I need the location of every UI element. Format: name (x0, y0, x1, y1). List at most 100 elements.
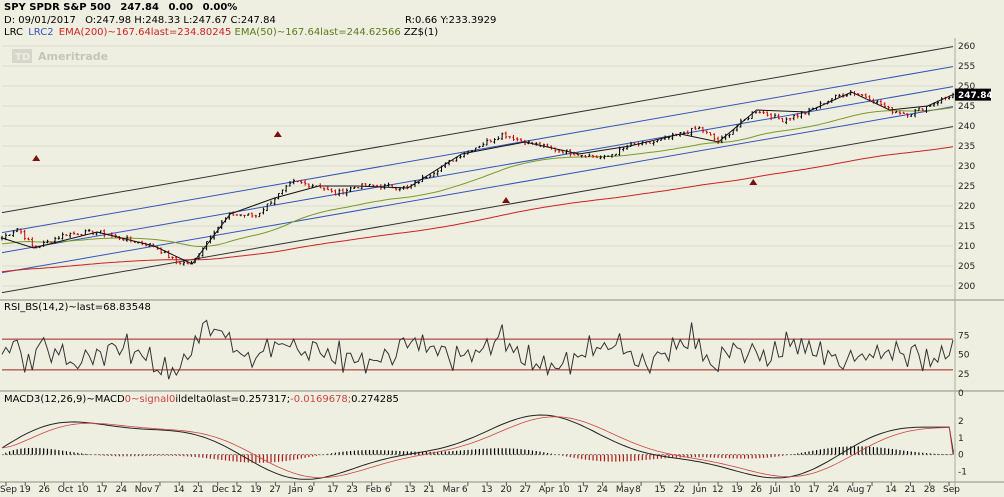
x-tick-label: 17 (96, 485, 107, 495)
symbol-title: SPY SPDR S&P 500 (4, 2, 111, 13)
x-tick-label: 21 (192, 485, 203, 495)
x-tick-label: 8 (635, 485, 641, 495)
rsi-tick-label: 25 (958, 370, 969, 380)
x-tick-label: Jul (769, 485, 781, 495)
x-tick-label: 7 (154, 485, 160, 495)
x-tick-label: 14 (885, 485, 897, 495)
last-price-tag-text: 247.84 (958, 91, 993, 101)
macd-tick-label: 2 (958, 417, 964, 427)
rsi-last: ~last=68.83548 (68, 302, 151, 313)
x-tick-label: 6 (462, 485, 468, 495)
rsi-legend[interactable]: RSI_BS(14,2)~last=68.83548 (4, 302, 151, 313)
x-tick-label: 17 (327, 485, 338, 495)
price-tick-label: 220 (958, 202, 975, 212)
macd-signal-part: 0~signal0 (124, 394, 176, 405)
x-tick-label: 13 (404, 485, 415, 495)
price-tick-label: 215 (958, 222, 975, 232)
x-tick-label: 22 (674, 485, 685, 495)
macd-tick-label: -1 (958, 468, 967, 478)
price-tick-label: 210 (958, 242, 975, 252)
signal-marker (32, 155, 41, 161)
x-tick-label: 6 (385, 485, 391, 495)
legend-lrc2[interactable]: LRC2 (28, 27, 54, 38)
x-tick-label: 24 (115, 485, 127, 495)
x-tick-label: 7 (866, 485, 872, 495)
signal-marker (749, 179, 758, 185)
macd-last: last=0.257317; (212, 394, 291, 405)
lrc-outer-line (1, 126, 954, 294)
rsi-tick-label: 50 (958, 351, 970, 361)
macd-tick-label: 0 (958, 451, 964, 461)
x-tick-label: 21 (423, 485, 434, 495)
macd-delta-last: 0.274285 (351, 394, 399, 405)
lrc-outer-line (1, 46, 954, 214)
x-tick-label: 27 (269, 485, 280, 495)
macd-label: MACD3(12,26,9) (4, 394, 87, 405)
price-tick-label: 245 (958, 102, 975, 112)
x-tick-label: Nov (135, 485, 153, 495)
ema50-line (1, 107, 954, 247)
price-tick-label: 225 (958, 182, 975, 192)
x-tick-label: 9 (308, 485, 314, 495)
bar-date: D: 09/01/2017 (4, 15, 76, 26)
lrc-center-line (1, 86, 954, 254)
price-tick-label: 200 (958, 282, 975, 292)
price-tick-label: 205 (958, 262, 975, 272)
x-tick-label: 14 (173, 485, 185, 495)
macd-tick-label: 1 (958, 434, 964, 444)
macd-legend[interactable]: MACD3(12,26,9)~MACD0~signal0ildelta0last… (4, 394, 399, 405)
x-tick-label: Jan (288, 485, 303, 495)
x-tick-label: Oct (58, 485, 74, 495)
x-tick-label: 10 (789, 485, 801, 495)
net-change: 0.00 (168, 2, 194, 13)
x-tick-label: 10 (77, 485, 89, 495)
x-tick-label: Dec (212, 485, 229, 495)
x-tick-label: 19 (19, 485, 31, 495)
x-tick-label: May (616, 485, 635, 495)
watermark-logo-text: TD (15, 52, 30, 63)
x-tick-label: Mar (443, 485, 460, 495)
x-tick-label: 17 (808, 485, 819, 495)
study-legend: LRC LRC2 EMA(200)~167.64last=234.80245 E… (4, 27, 444, 38)
x-tick-label: Jun (692, 485, 707, 495)
bar-ohlc: O:247.98 H:248.33 L:247.67 C:247.84 (85, 15, 276, 26)
macd-delta-part: ildelta0 (175, 394, 213, 405)
macd-line (1, 414, 954, 480)
lrc-inner-line (1, 66, 954, 234)
price-tick-label: 235 (958, 142, 975, 152)
last-price-tag (955, 88, 991, 101)
x-tick-label: 10 (558, 485, 570, 495)
x-tick-label: Aug (847, 485, 865, 495)
x-tick-label: 12 (231, 485, 242, 495)
watermark-text: Ameritrade (38, 50, 108, 63)
x-tick-label: 13 (481, 485, 492, 495)
x-tick-label: 12 (712, 485, 723, 495)
lrc-inner-line (1, 106, 954, 274)
x-tick-label: Feb (366, 485, 382, 495)
macd-signal-line (1, 416, 954, 478)
legend-ema200[interactable]: EMA(200)~167.64last=234.80245 (58, 27, 232, 38)
rsi-line (1, 319, 954, 380)
x-tick-label: 24 (597, 485, 609, 495)
legend-zigzag[interactable]: ZZ$(1) (403, 27, 439, 38)
rsi-label: RSI_BS(14,2) (4, 302, 69, 313)
header-title-line: SPY SPDR S&P 500 247.84 0.00 0.00% (4, 2, 243, 13)
x-tick-label: 21 (905, 485, 916, 495)
macd-part: ~MACD (86, 394, 125, 405)
x-tick-label: 19 (250, 485, 262, 495)
x-tick-label: 28 (924, 485, 936, 495)
last-price: 247.84 (120, 2, 159, 13)
rsi-tick-label: 0 (958, 389, 964, 399)
watermark-logo (12, 49, 32, 63)
x-tick-label: Sep (0, 485, 17, 495)
price-tick-label: 250 (958, 82, 975, 92)
x-tick-label: 27 (520, 485, 531, 495)
price-tick-label: 240 (958, 122, 975, 132)
x-tick-label: 26 (38, 485, 50, 495)
x-tick-label: 24 (828, 485, 840, 495)
legend-lrc[interactable]: LRC (4, 27, 24, 38)
x-tick-label: Sep (943, 485, 960, 495)
legend-ema50[interactable]: EMA(50)~167.64last=244.62566 (234, 27, 401, 38)
x-tick-label: 26 (751, 485, 763, 495)
